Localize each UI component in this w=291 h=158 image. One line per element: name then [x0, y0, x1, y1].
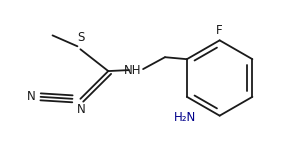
Text: S: S — [78, 31, 85, 44]
Text: F: F — [216, 24, 223, 37]
Text: NH: NH — [124, 64, 141, 77]
Text: N: N — [27, 90, 36, 103]
Text: N: N — [77, 103, 86, 116]
Text: H₂N: H₂N — [174, 111, 196, 124]
